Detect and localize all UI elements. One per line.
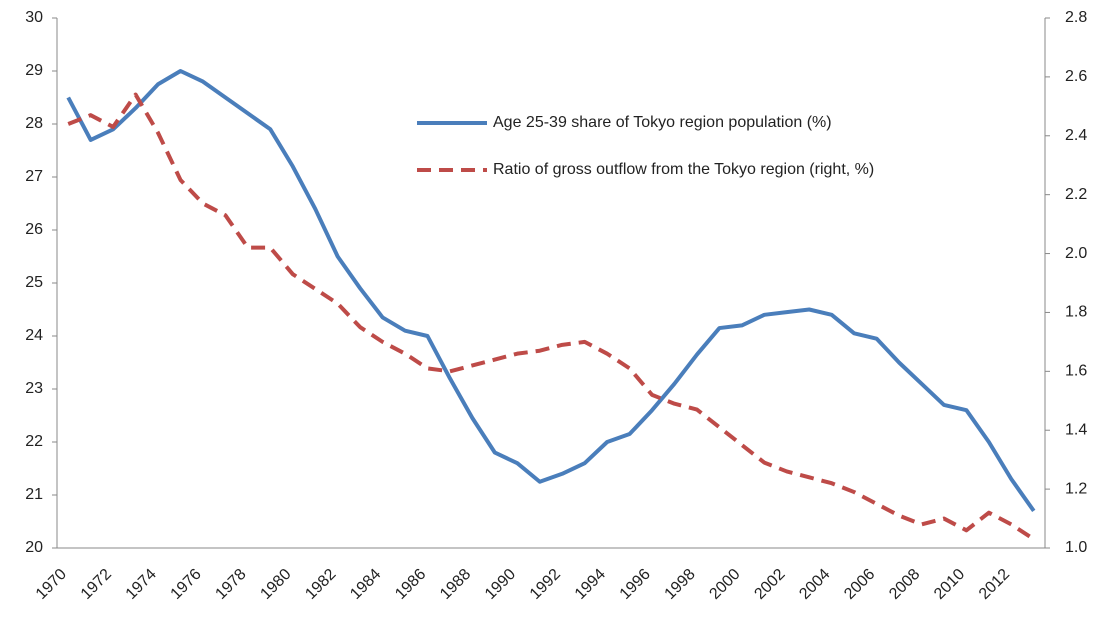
y-tick-label: 20 <box>25 539 43 556</box>
x-tick-label: 1988 <box>437 566 474 603</box>
y2-tick-label: 2.8 <box>1065 9 1087 26</box>
y2-tick-label: 2.4 <box>1065 127 1087 144</box>
x-tick-label: 1972 <box>78 566 115 603</box>
x-tick-label: 2010 <box>931 566 968 603</box>
x-tick-label: 1986 <box>392 566 429 603</box>
x-tick-label: 1998 <box>662 566 699 603</box>
y2-tick-label: 2.0 <box>1065 245 1087 262</box>
x-tick-label: 1992 <box>527 566 564 603</box>
x-tick-label: 1970 <box>33 566 70 603</box>
y2-tick-label: 1.2 <box>1065 480 1087 497</box>
legend-label: Ratio of gross outflow from the Tokyo re… <box>493 161 874 178</box>
y2-tick-label: 1.6 <box>1065 363 1087 380</box>
y2-tick-label: 2.2 <box>1065 186 1087 203</box>
series-line <box>67 92 1035 541</box>
x-tick-label: 2004 <box>796 566 833 603</box>
y2-tick-label: 1.8 <box>1065 304 1087 321</box>
y2-tick-label: 1.4 <box>1065 421 1087 438</box>
y-tick-label: 22 <box>25 433 43 450</box>
y-tick-label: 25 <box>25 274 43 291</box>
x-tick-label: 2002 <box>751 566 788 603</box>
x-tick-label: 2008 <box>886 566 923 603</box>
x-tick-label: 2012 <box>976 566 1013 603</box>
x-tick-label: 1996 <box>617 566 654 603</box>
x-tick-label: 1984 <box>347 566 384 603</box>
x-tick-label: 1980 <box>257 566 294 603</box>
y-tick-label: 27 <box>25 168 43 185</box>
series-line <box>66 69 1036 513</box>
y-tick-label: 24 <box>25 327 43 344</box>
y-tick-label: 30 <box>25 9 43 26</box>
y-tick-label: 26 <box>25 221 43 238</box>
x-tick-label: 1982 <box>302 566 339 603</box>
x-tick-label: 2006 <box>841 566 878 603</box>
x-tick-label: 1990 <box>482 566 519 603</box>
x-tick-label: 2000 <box>706 566 743 603</box>
x-tick-label: 1974 <box>123 566 160 603</box>
x-tick-label: 1976 <box>168 566 205 603</box>
y2-tick-label: 2.6 <box>1065 68 1087 85</box>
y-tick-label: 23 <box>25 380 43 397</box>
x-tick-label: 1978 <box>212 566 249 603</box>
x-tick-label: 1994 <box>572 566 609 603</box>
y-tick-label: 29 <box>25 62 43 79</box>
legend-label: Age 25-39 share of Tokyo region populati… <box>493 114 832 131</box>
y-tick-label: 28 <box>25 115 43 132</box>
y2-tick-label: 1.0 <box>1065 539 1087 556</box>
y-tick-label: 21 <box>25 486 43 503</box>
